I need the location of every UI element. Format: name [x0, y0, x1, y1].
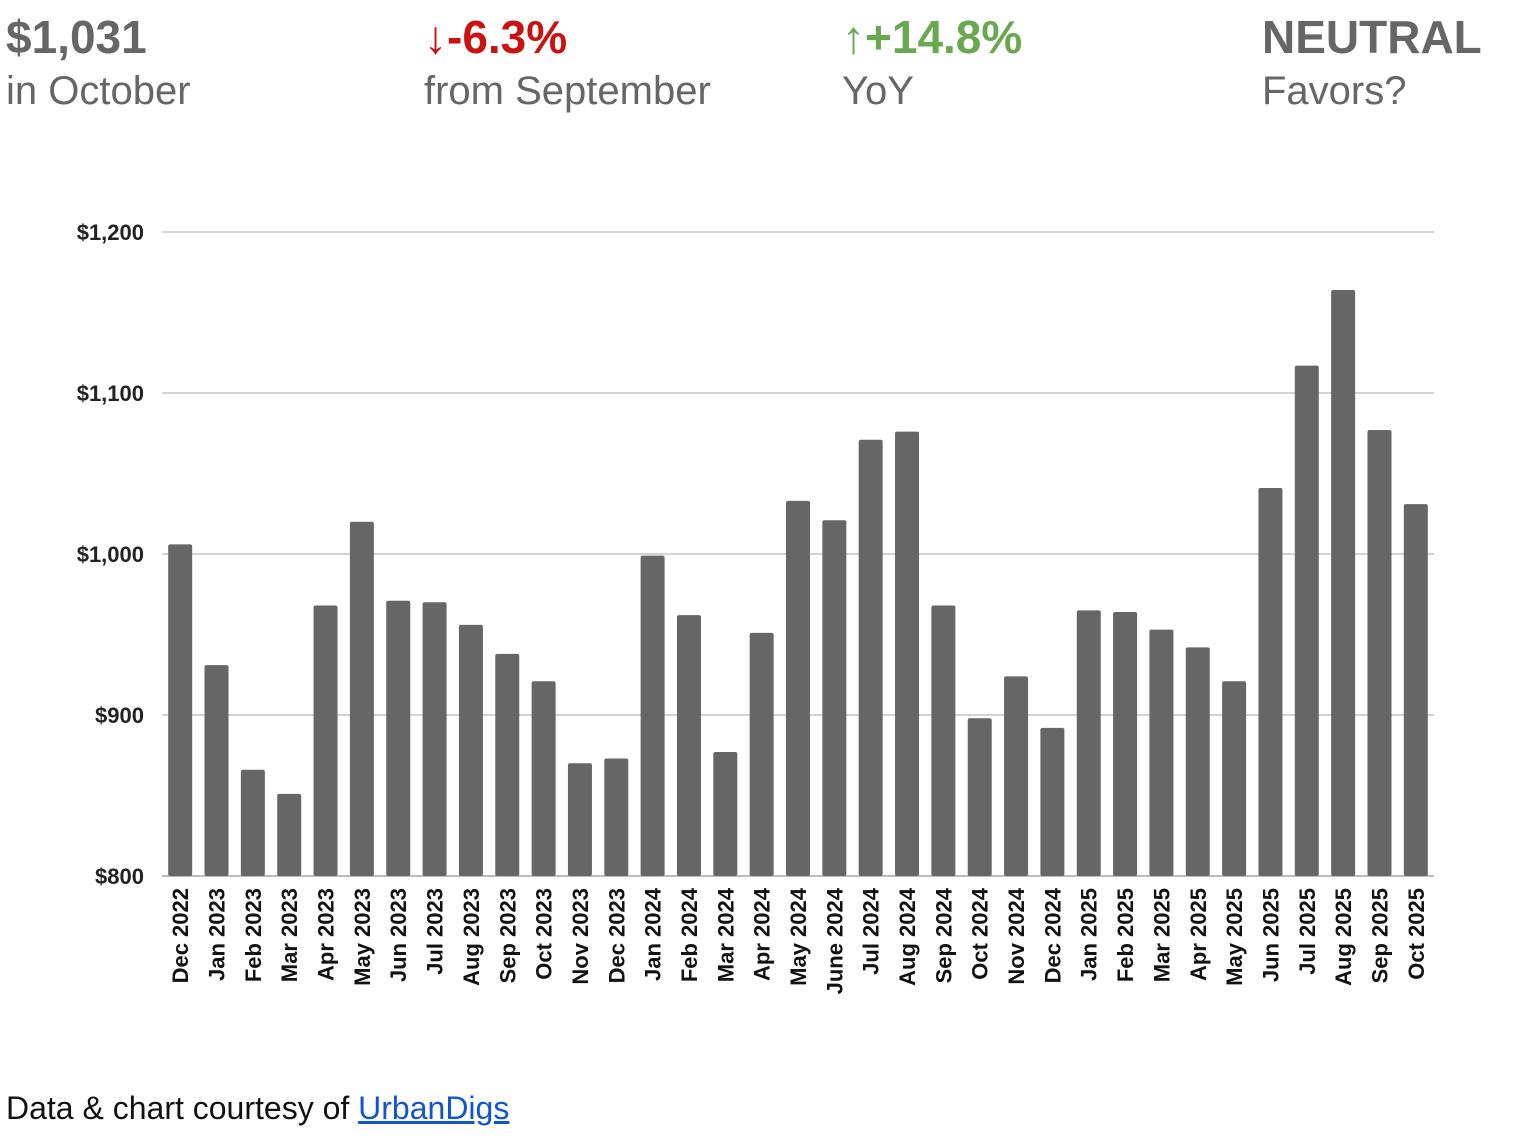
x-tick-label: Oct 2024	[968, 887, 993, 979]
stat-mom-caption: from September	[424, 69, 711, 113]
bar	[531, 681, 556, 876]
stat-mom: ↓-6.3% from September	[424, 8, 711, 116]
x-tick-label: Apr 2024	[750, 887, 775, 981]
bar	[458, 624, 483, 876]
x-tick-label: Mar 2025	[1149, 888, 1174, 982]
urbandigs-link[interactable]: UrbanDigs	[358, 1090, 510, 1126]
bar	[168, 544, 193, 876]
stat-mom-value: ↓-6.3%	[424, 11, 568, 63]
x-tick-label: Feb 2023	[241, 888, 266, 982]
stat-current: $1,031 in October	[6, 8, 191, 116]
x-tick-label: Jul 2024	[859, 887, 884, 975]
bar	[1185, 647, 1210, 876]
bar	[858, 439, 883, 876]
x-tick-label: Dec 2022	[168, 888, 193, 983]
bar	[1113, 611, 1138, 876]
x-tick-label: Nov 2023	[568, 888, 593, 985]
footer-credit: Data & chart courtesy of UrbanDigs	[6, 1090, 509, 1127]
x-tick-label: Dec 2023	[604, 888, 629, 983]
bar	[786, 500, 810, 876]
stat-yoy: ↑+14.8% YoY	[842, 8, 1022, 116]
bar	[422, 602, 447, 876]
y-tick-label: $900	[95, 703, 144, 728]
bar	[313, 605, 338, 876]
bar	[822, 520, 847, 876]
x-tick-label: Apr 2025	[1186, 888, 1211, 981]
x-tick-label: Aug 2024	[895, 887, 920, 986]
x-tick-label: Sep 2025	[1367, 888, 1392, 983]
bar	[676, 615, 701, 876]
bar	[567, 763, 592, 876]
bar	[967, 718, 992, 876]
bar	[1367, 430, 1392, 876]
x-tick-label: Apr 2023	[314, 888, 339, 981]
bar	[1004, 676, 1029, 876]
bar	[495, 653, 520, 876]
x-tick-label: Oct 2025	[1404, 888, 1429, 980]
x-tick-label: Aug 2025	[1331, 888, 1356, 986]
y-tick-label: $1,200	[77, 220, 144, 245]
x-tick-label: Jan 2025	[1077, 888, 1102, 981]
y-tick-label: $800	[95, 864, 144, 889]
bar	[895, 431, 920, 876]
bar	[1258, 487, 1283, 876]
bar	[1149, 629, 1174, 876]
bar	[604, 758, 629, 876]
x-tick-label: Mar 2024	[713, 887, 738, 982]
x-tick-label: Jul 2025	[1295, 888, 1320, 975]
bar	[749, 632, 774, 876]
x-tick-label: May 2024	[786, 887, 811, 986]
x-tick-label: Sep 2024	[931, 887, 956, 983]
bar	[1076, 610, 1101, 876]
bar	[204, 665, 229, 876]
bar-chart: $800 $900 $1,000 $1,100 $1,200 Dec 2022 Jan 20…	[77, 220, 1434, 994]
stat-yoy-value: ↑+14.8%	[842, 11, 1023, 63]
x-tick-label: May 2025	[1222, 888, 1247, 986]
x-tick-label: Mar 2023	[277, 888, 302, 982]
stat-current-value: $1,031	[6, 11, 147, 63]
stat-favors-value: NEUTRAL	[1262, 11, 1482, 63]
x-tick-label: Oct 2023	[532, 888, 557, 980]
x-tick-label: Jan 2023	[205, 888, 230, 981]
footer-text: Data & chart courtesy of	[6, 1090, 359, 1126]
x-tick-label: Jul 2023	[423, 888, 448, 975]
bar	[1222, 681, 1247, 876]
bar	[931, 605, 956, 876]
stat-yoy-caption: YoY	[842, 69, 914, 113]
bar	[1331, 289, 1356, 877]
x-tick-label: Aug 2023	[459, 888, 484, 986]
bar	[349, 521, 374, 876]
y-tick-label: $1,100	[77, 381, 144, 406]
x-tick-label: Nov 2024	[1004, 887, 1029, 984]
bar	[277, 793, 302, 876]
bar	[1294, 365, 1319, 876]
x-tick-label: Dec 2024	[1040, 887, 1065, 983]
stat-current-caption: in October	[6, 69, 191, 113]
x-tick-label: Feb 2025	[1113, 888, 1138, 982]
stat-favors-caption: Favors?	[1262, 69, 1407, 113]
bar	[713, 752, 738, 876]
bar	[1403, 504, 1428, 876]
x-tick-label: Jun 2023	[386, 888, 411, 982]
x-tick-label: June 2024	[822, 887, 847, 994]
x-tick-label: Jan 2024	[641, 887, 666, 981]
x-tick-label: Jun 2025	[1258, 888, 1283, 982]
x-tick-label: May 2023	[350, 888, 375, 986]
bar	[640, 555, 665, 876]
bar	[240, 769, 265, 876]
bar	[1040, 727, 1065, 876]
x-tick-label: Sep 2023	[495, 888, 520, 983]
y-tick-label: $1,000	[77, 542, 144, 567]
stat-favors: NEUTRAL Favors?	[1262, 8, 1482, 116]
bar	[386, 600, 411, 876]
x-tick-label: Feb 2024	[677, 887, 702, 982]
